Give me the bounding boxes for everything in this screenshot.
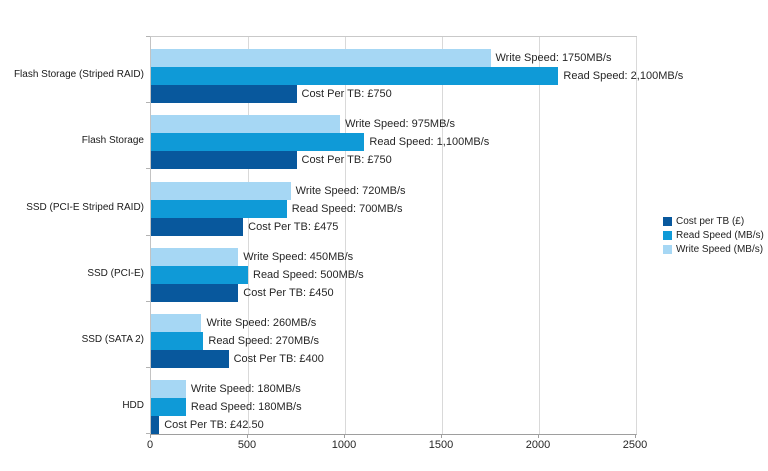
x-tick-mark-500 bbox=[247, 434, 248, 438]
y-tick-mark-6 bbox=[146, 433, 150, 434]
bar-cost-per-tb-2 bbox=[151, 151, 297, 170]
bar-label-6-1: Write Speed: 180MB/s bbox=[190, 383, 301, 395]
bar-cost-per-tb-5 bbox=[151, 349, 229, 368]
bar-label-5-3: Cost Per TB: £400 bbox=[233, 352, 324, 365]
bar-read-speed-mb-s-1 bbox=[151, 67, 559, 86]
bar-label-4-3: Cost Per TB: £450 bbox=[243, 286, 334, 299]
y-tick-mark-1 bbox=[146, 102, 150, 103]
bar-label-1-1: Write Speed: 1750MB/s bbox=[495, 52, 612, 65]
x-tick-label-1000: 1000 bbox=[331, 439, 357, 451]
x-tick-label-500: 500 bbox=[237, 439, 257, 451]
bar-label-2-3: Cost Per TB: £750 bbox=[301, 154, 392, 167]
bar-label-2-2: Read Speed: 1,100MB/s bbox=[369, 136, 490, 149]
x-tick-label-2500: 2500 bbox=[622, 439, 648, 451]
gridline-x-500 bbox=[247, 37, 249, 434]
gridline-x-2000 bbox=[538, 37, 540, 434]
legend-swatch-icon bbox=[663, 231, 672, 240]
bar-label-4-2: Read Speed: 500MB/s bbox=[253, 268, 364, 281]
chart-legend: Cost per TB (£) Read Speed (MB/s) Write Sp… bbox=[663, 215, 764, 257]
gridline-x-2500 bbox=[635, 37, 637, 434]
y-tick-mark-4 bbox=[146, 301, 150, 302]
bar-read-speed-mb-s-2 bbox=[151, 133, 365, 152]
bar-write-speed-mb-s-1 bbox=[151, 49, 491, 68]
bar-write-speed-mb-s-4 bbox=[151, 247, 239, 266]
category-label-5: SSD (SATA 2) bbox=[81, 333, 144, 345]
bar-label-3-1: Write Speed: 720MB/s bbox=[295, 184, 406, 197]
category-label-4: SSD (PCI-E) bbox=[87, 267, 144, 279]
gridline-x-1500 bbox=[441, 37, 443, 434]
x-tick-mark-2500 bbox=[635, 434, 636, 438]
category-label-1: Flash Storage (Striped RAID) bbox=[13, 69, 144, 81]
bar-label-3-2: Read Speed: 700MB/s bbox=[291, 202, 403, 215]
x-tick-label-1500: 1500 bbox=[428, 439, 454, 451]
x-tick-mark-0 bbox=[150, 434, 151, 438]
bar-write-speed-mb-s-6 bbox=[151, 380, 186, 398]
legend-label: Write Speed (MB/s) bbox=[676, 244, 764, 255]
bar-read-speed-mb-s-3 bbox=[151, 199, 287, 218]
plot-area: Write Speed: 1750MB/s Read Speed: 2,100MB… bbox=[150, 36, 683, 435]
bar-write-speed-mb-s-5 bbox=[151, 313, 202, 332]
y-tick-mark-3 bbox=[146, 235, 150, 236]
gridline-x-1000 bbox=[344, 37, 346, 434]
x-tick-label-2000: 2000 bbox=[525, 439, 551, 451]
bar-read-speed-mb-s-4 bbox=[151, 265, 248, 284]
bar-label-5-1: Write Speed: 260MB/s bbox=[206, 316, 317, 329]
bar-label-1-3: Cost Per TB: £750 bbox=[301, 88, 392, 101]
legend-label: Read Speed (MB/s) bbox=[676, 230, 764, 241]
bar-write-speed-mb-s-2 bbox=[151, 115, 341, 134]
legend-item-1: Cost per TB (£) bbox=[663, 215, 764, 228]
bar-cost-per-tb-3 bbox=[151, 217, 244, 236]
x-tick-mark-2000 bbox=[538, 434, 539, 438]
category-label-3: SSD (PCI-E Striped RAID) bbox=[26, 201, 144, 213]
x-tick-label-0: 0 bbox=[146, 439, 154, 451]
x-tick-mark-1000 bbox=[344, 434, 345, 438]
y-tick-mark-2 bbox=[146, 168, 150, 169]
category-label-6: HDD bbox=[122, 400, 144, 411]
bar-cost-per-tb-6 bbox=[151, 416, 160, 434]
bar-label-1-2: Read Speed: 2,100MB/s bbox=[563, 70, 684, 83]
category-label-2: Flash Storage bbox=[81, 135, 144, 147]
bar-label-6-2: Read Speed: 180MB/s bbox=[190, 401, 302, 413]
bar-label-6-3: Cost Per TB: £42.50 bbox=[164, 419, 264, 431]
bar-read-speed-mb-s-6 bbox=[151, 398, 186, 416]
y-tick-mark-0 bbox=[146, 36, 150, 37]
bar-label-3-3: Cost Per TB: £475 bbox=[248, 220, 339, 233]
bar-label-5-2: Read Speed: 270MB/s bbox=[208, 334, 320, 347]
bar-label-2-1: Write Speed: 975MB/s bbox=[345, 118, 455, 131]
bar-read-speed-mb-s-5 bbox=[151, 331, 204, 350]
legend-item-2: Read Speed (MB/s) bbox=[663, 229, 764, 242]
legend-swatch-icon bbox=[663, 245, 672, 254]
y-tick-mark-5 bbox=[146, 367, 150, 368]
bar-label-4-1: Write Speed: 450MB/s bbox=[243, 250, 354, 263]
legend-label: Cost per TB (£) bbox=[676, 216, 745, 227]
bar-write-speed-mb-s-3 bbox=[151, 181, 291, 200]
bar-cost-per-tb-4 bbox=[151, 283, 239, 302]
x-tick-mark-1500 bbox=[441, 434, 442, 438]
bar-cost-per-tb-1 bbox=[151, 85, 297, 104]
legend-swatch-icon bbox=[663, 217, 672, 226]
legend-item-3: Write Speed (MB/s) bbox=[663, 243, 764, 256]
